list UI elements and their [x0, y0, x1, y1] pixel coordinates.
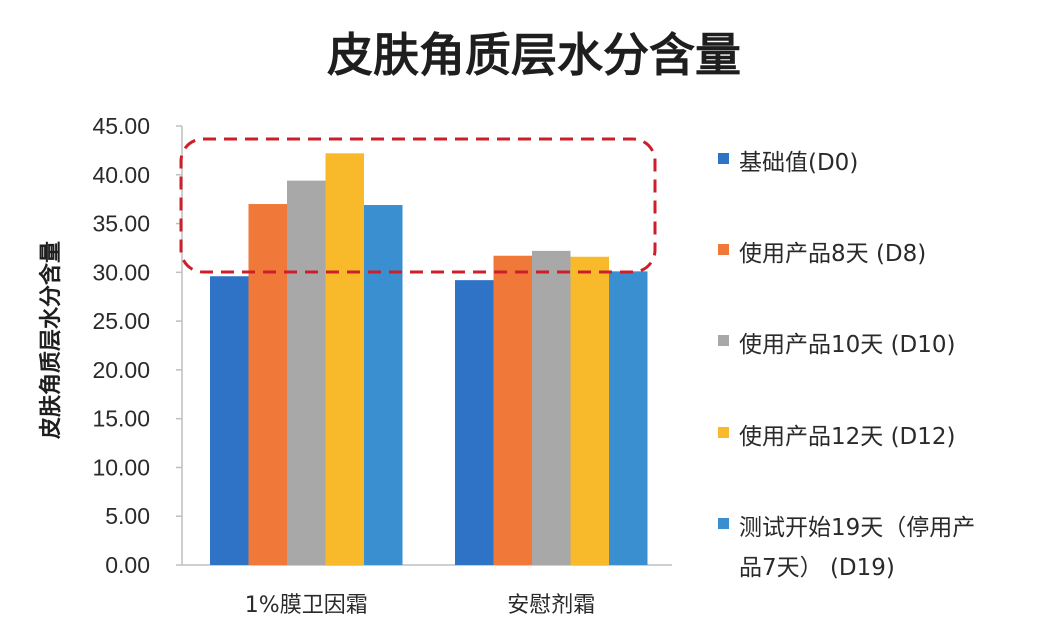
legend-swatch	[718, 335, 729, 346]
legend-swatch	[718, 153, 729, 164]
bar	[325, 153, 364, 565]
legend-label: 使用产品8天 (D8)	[739, 241, 926, 267]
legend-swatch	[718, 427, 729, 438]
bar	[570, 256, 609, 565]
legend-swatch	[718, 244, 729, 255]
bar	[287, 180, 326, 565]
bar	[364, 205, 403, 565]
legend-label: 使用产品10天 (D10)	[739, 332, 956, 358]
y-tick-label: 45.00	[92, 113, 150, 139]
bar	[609, 271, 648, 565]
y-tick-label: 40.00	[92, 162, 150, 188]
legend-swatch	[718, 518, 729, 529]
legend-label: 品7天） (D19)	[739, 555, 895, 581]
y-tick-label: 25.00	[92, 308, 150, 334]
bar	[532, 250, 571, 566]
x-category-label: 安慰剂霜	[507, 593, 595, 618]
highlight-box	[179, 137, 657, 274]
bar	[248, 204, 287, 566]
y-tick-label: 15.00	[92, 406, 150, 432]
y-tick-label: 10.00	[92, 454, 150, 480]
y-tick-label: 35.00	[92, 211, 150, 237]
legend-label: 基础值(D0)	[739, 150, 858, 176]
y-tick-label: 0.00	[105, 552, 150, 578]
y-tick-label: 5.00	[105, 503, 150, 529]
y-axis-label: 皮肤角质层水分含量	[38, 241, 64, 439]
chart-title: 皮肤角质层水分含量	[327, 28, 741, 82]
bar	[210, 276, 249, 565]
legend-label: 测试开始19天（停用产	[739, 515, 975, 541]
bar	[455, 280, 494, 565]
y-tick-label: 30.00	[92, 259, 150, 285]
bar	[493, 255, 532, 565]
y-tick-label: 20.00	[92, 357, 150, 383]
x-category-label: 1%膜卫因霜	[245, 593, 368, 618]
legend-label: 使用产品12天 (D12)	[739, 424, 956, 450]
